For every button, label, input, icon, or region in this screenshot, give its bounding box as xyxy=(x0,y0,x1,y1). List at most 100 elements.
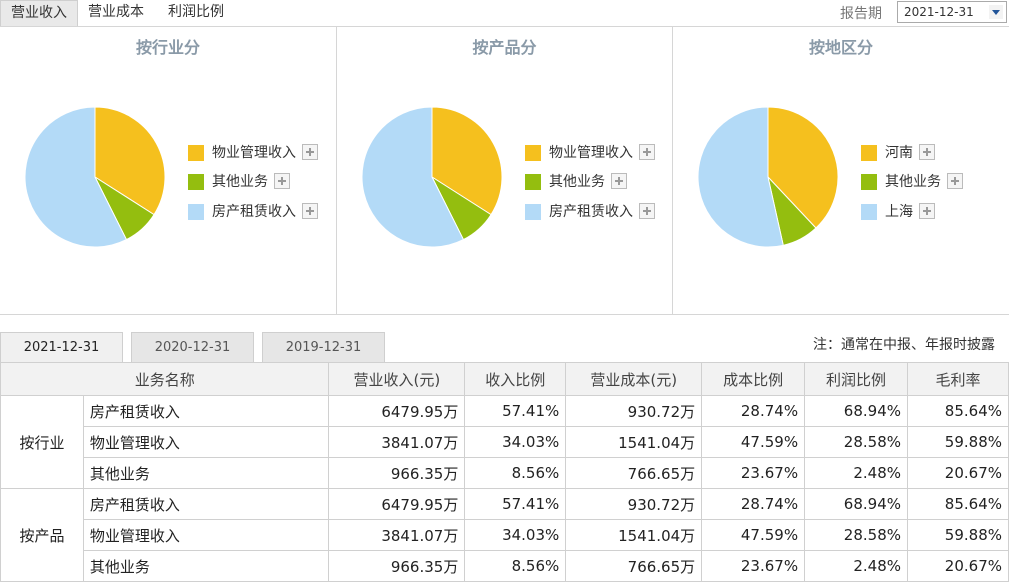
revenue-ratio-cell: 8.56% xyxy=(464,550,567,582)
legend-label: 其他业务 xyxy=(212,174,268,190)
col-header-revenue: 营业收入(元) xyxy=(328,362,466,396)
gross-margin-cell: 85.64% xyxy=(907,488,1009,520)
expand-plus-icon[interactable] xyxy=(919,144,935,160)
pie-slice-2[interactable] xyxy=(361,106,465,248)
col-header-cost: 营业成本(元) xyxy=(565,362,703,396)
legend-swatch xyxy=(525,174,541,190)
profit-ratio-cell: 2.48% xyxy=(804,457,908,489)
revenue-ratio-cell: 8.56% xyxy=(464,457,567,489)
chevron-down-icon[interactable] xyxy=(989,5,1003,19)
profit-ratio-cell: 28.58% xyxy=(804,519,908,551)
pie-chart-product xyxy=(361,106,503,248)
expand-plus-icon[interactable] xyxy=(611,173,627,189)
tab-revenue[interactable]: 营业收入 xyxy=(0,0,78,26)
table-row: 按行业 房产租赁收入 6479.95万 57.41% 930.72万 28.74… xyxy=(0,395,1009,489)
table-row: 物业管理收入 3841.07万 34.03% 1541.04万 47.59% 2… xyxy=(1,519,1009,551)
pie-title: 按地区分 xyxy=(808,38,873,57)
legend-label: 其他业务 xyxy=(885,174,941,190)
disclosure-note: 注：通常在中报、年报时披露 xyxy=(813,337,995,353)
revenue-ratio-cell: 34.03% xyxy=(464,426,567,458)
revenue-table: 业务名称 营业收入(元) 收入比例 营业成本(元) 成本比例 利润比例 毛利率 … xyxy=(0,362,1009,582)
legend-swatch xyxy=(525,145,541,161)
col-header-business: 业务名称 xyxy=(0,362,330,396)
legend-swatch xyxy=(861,145,877,161)
business-name: 房产租赁收入 xyxy=(82,395,330,427)
revenue-cell: 966.35万 xyxy=(328,550,466,582)
report-period-value: 2021-12-31 xyxy=(904,5,974,19)
profit-ratio-cell: 2.48% xyxy=(804,550,908,582)
legend-swatch xyxy=(861,204,877,220)
expand-plus-icon[interactable] xyxy=(639,203,655,219)
legend-swatch xyxy=(188,174,204,190)
revenue-ratio-cell: 34.03% xyxy=(464,519,567,551)
legend-label: 物业管理收入 xyxy=(549,145,633,161)
cost-ratio-cell: 47.59% xyxy=(701,519,806,551)
col-header-profit-ratio: 利润比例 xyxy=(804,362,908,396)
expand-plus-icon[interactable] xyxy=(302,144,318,160)
table-row: 其他业务 966.35万 8.56% 766.65万 23.67% 2.48% … xyxy=(1,457,1009,489)
col-header-revenue-ratio: 收入比例 xyxy=(464,362,567,396)
group-label: 按行业 xyxy=(0,395,84,489)
cost-ratio-cell: 28.74% xyxy=(701,488,806,520)
report-period-label: 报告期 xyxy=(840,6,882,22)
table-row: 物业管理收入 3841.07万 34.03% 1541.04万 47.59% 2… xyxy=(1,426,1009,458)
business-name: 物业管理收入 xyxy=(82,519,330,551)
tab-cost[interactable]: 营业成本 xyxy=(88,4,144,20)
legend-label: 物业管理收入 xyxy=(212,145,296,161)
top-tab-bar: 营业收入 营业成本 利润比例 报告期 2021-12-31 xyxy=(0,0,1009,27)
pie-chart-industry xyxy=(24,106,166,248)
date-tab-2021[interactable]: 2021-12-31 xyxy=(0,332,123,362)
cost-ratio-cell: 28.74% xyxy=(701,395,806,427)
legend-label: 上海 xyxy=(885,204,913,220)
pie-slice-0[interactable] xyxy=(767,106,839,229)
legend-swatch xyxy=(188,145,204,161)
group-label: 按产品 xyxy=(0,488,84,582)
business-name: 其他业务 xyxy=(82,550,330,582)
legend-label: 房产租赁收入 xyxy=(549,204,633,220)
business-name: 物业管理收入 xyxy=(82,426,330,458)
pie-panel-region: 按地区分 河南 其他业务 上海 xyxy=(672,27,1009,314)
profit-ratio-cell: 68.94% xyxy=(804,395,908,427)
expand-plus-icon[interactable] xyxy=(947,173,963,189)
pie-slice-2[interactable] xyxy=(697,106,784,248)
profit-ratio-cell: 28.58% xyxy=(804,426,908,458)
table-row: 其他业务 966.35万 8.56% 766.65万 23.67% 2.48% … xyxy=(1,550,1009,582)
pie-chart-region xyxy=(697,106,839,248)
revenue-ratio-cell: 57.41% xyxy=(464,395,567,427)
table-row: 按产品 房产租赁收入 6479.95万 57.41% 930.72万 28.74… xyxy=(0,488,1009,582)
pie-panel-product: 按产品分 物业管理收入 其他业务 房产租赁收入 xyxy=(336,27,672,314)
revenue-cell: 6479.95万 xyxy=(328,395,466,427)
table-header-row: 业务名称 营业收入(元) 收入比例 营业成本(元) 成本比例 利润比例 毛利率 xyxy=(0,362,1009,396)
business-name: 房产租赁收入 xyxy=(82,488,330,520)
cost-cell: 930.72万 xyxy=(565,395,703,427)
report-period-select[interactable]: 2021-12-31 xyxy=(897,1,1007,23)
date-tab-2019[interactable]: 2019-12-31 xyxy=(262,332,385,362)
legend-label: 河南 xyxy=(885,145,913,161)
legend-swatch xyxy=(525,204,541,220)
expand-plus-icon[interactable] xyxy=(274,173,290,189)
gross-margin-cell: 85.64% xyxy=(907,395,1009,427)
cost-ratio-cell: 47.59% xyxy=(701,426,806,458)
expand-plus-icon[interactable] xyxy=(919,203,935,219)
pie-title: 按产品分 xyxy=(472,38,537,57)
expand-plus-icon[interactable] xyxy=(639,144,655,160)
date-tabs: 2021-12-31 2020-12-31 2019-12-31 xyxy=(0,332,1009,362)
tab-profit-ratio[interactable]: 利润比例 xyxy=(168,4,224,20)
pie-slice-2[interactable] xyxy=(24,106,128,248)
expand-plus-icon[interactable] xyxy=(302,203,318,219)
pie-title: 按行业分 xyxy=(135,38,200,57)
pie-charts-area: 按行业分 物业管理收入 其他业务 房产租赁收入 按产品分 物业管理收入 其他业务 xyxy=(0,27,1009,315)
cost-ratio-cell: 23.67% xyxy=(701,457,806,489)
pie-panel-industry: 按行业分 物业管理收入 其他业务 房产租赁收入 xyxy=(0,27,336,314)
date-tab-2020[interactable]: 2020-12-31 xyxy=(131,332,254,362)
gross-margin-cell: 59.88% xyxy=(907,519,1009,551)
cost-cell: 1541.04万 xyxy=(565,519,703,551)
col-header-cost-ratio: 成本比例 xyxy=(701,362,806,396)
legend-swatch xyxy=(861,174,877,190)
cost-ratio-cell: 23.67% xyxy=(701,550,806,582)
revenue-cell: 3841.07万 xyxy=(328,426,466,458)
legend-label: 其他业务 xyxy=(549,174,605,190)
revenue-ratio-cell: 57.41% xyxy=(464,488,567,520)
revenue-cell: 3841.07万 xyxy=(328,519,466,551)
cost-cell: 1541.04万 xyxy=(565,426,703,458)
